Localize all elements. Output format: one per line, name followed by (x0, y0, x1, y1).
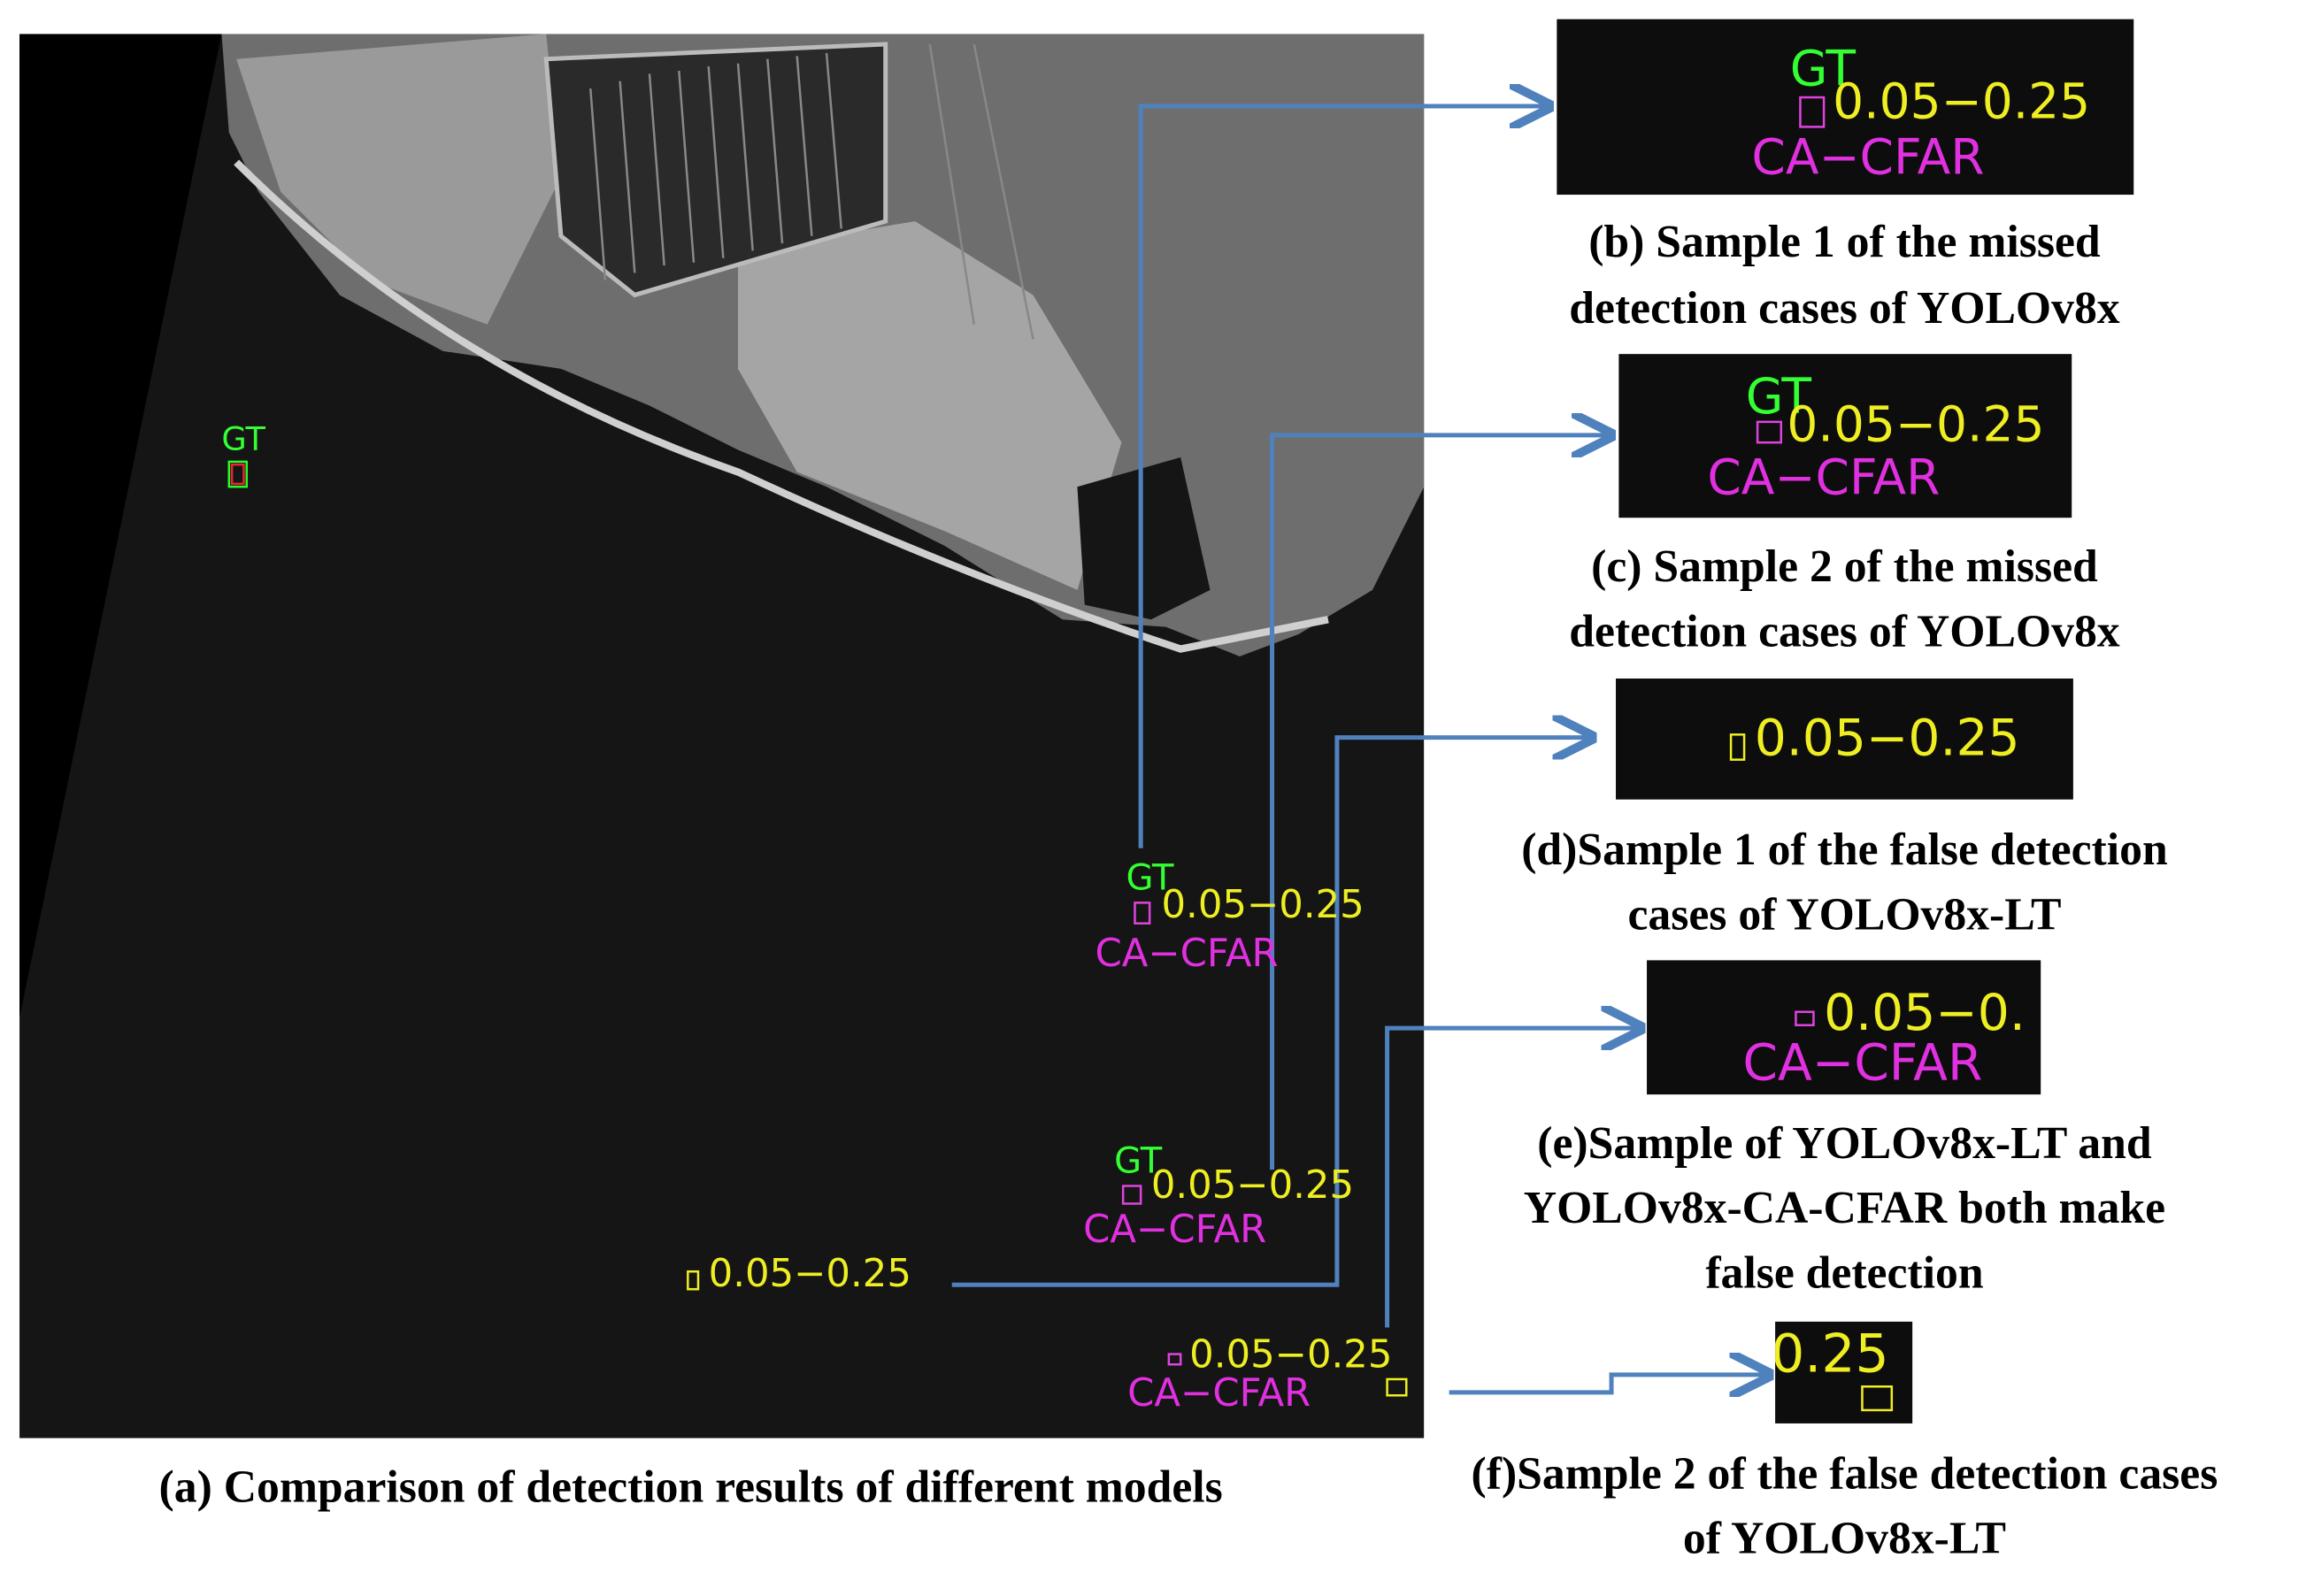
detection-label: CA−CFAR (1083, 1208, 1266, 1252)
labels: GTGT0.05−0.25CA−CFARGT0.05−0.25CA−CFAR0.… (221, 41, 2090, 1416)
caption-line: (d)Sample 1 of the false detection (1521, 825, 2167, 875)
detection-label: GT (1126, 857, 1174, 898)
caption-line: cases of YOLOv8x-LT (1627, 889, 2061, 940)
caption: (a) Comparison of detection results of d… (159, 1462, 1223, 1512)
image-frames (1557, 19, 2134, 1423)
detection-label: 0.05−0.25 (1755, 710, 2020, 768)
detection-label: GT (1114, 1140, 1163, 1181)
detection-boxes (227, 96, 1894, 1412)
detection-label: 0.05−0.25 (1162, 883, 1365, 927)
caption-line: detection cases of YOLOv8x (1569, 283, 2120, 334)
detection-label: GT (1790, 41, 1857, 97)
detection-label: 0.05−0.25 (1151, 1163, 1354, 1208)
detection-label: 0.05−0. (1824, 984, 2026, 1042)
arrows (951, 106, 1770, 1393)
caption-line: false detection (1705, 1248, 1983, 1299)
detection-label: CA−CFAR (1095, 932, 1278, 976)
caption-line: YOLOv8x-CA-CFAR both make (1524, 1183, 2165, 1233)
caption-line: (c) Sample 2 of the missed (1591, 541, 2098, 592)
detection-label: GT (1746, 368, 1812, 425)
captions: (a) Comparison of detection results of d… (159, 217, 2218, 1564)
detection-label: GT (221, 420, 265, 458)
detection-label: 0.05−0.25 (709, 1252, 911, 1296)
caption-line: of YOLOv8x-LT (1683, 1514, 2006, 1564)
detection-label: 0.05−0.25 (1189, 1333, 1392, 1377)
detection-label: CA−CFAR (1742, 1033, 1982, 1092)
detection-label: CA−CFAR (1707, 449, 1940, 506)
detection-label: CA−CFAR (1751, 129, 1984, 186)
detection-label: 0.05−0.25 (1787, 396, 2044, 453)
caption-line: (b) Sample 1 of the missed (1588, 217, 2101, 267)
caption-line: (f)Sample 2 of the false detection cases (1472, 1448, 2218, 1499)
detection-label: 0.05−0.25 (1833, 73, 2090, 129)
satellite-image (19, 34, 1425, 1439)
caption-line: detection cases of YOLOv8x (1569, 606, 2120, 656)
caption-line: (e)Sample of YOLOv8x-LT and (1537, 1118, 2152, 1169)
detection-label: CA−CFAR (1127, 1371, 1311, 1416)
detection-label: 0.25 (1771, 1324, 1889, 1385)
